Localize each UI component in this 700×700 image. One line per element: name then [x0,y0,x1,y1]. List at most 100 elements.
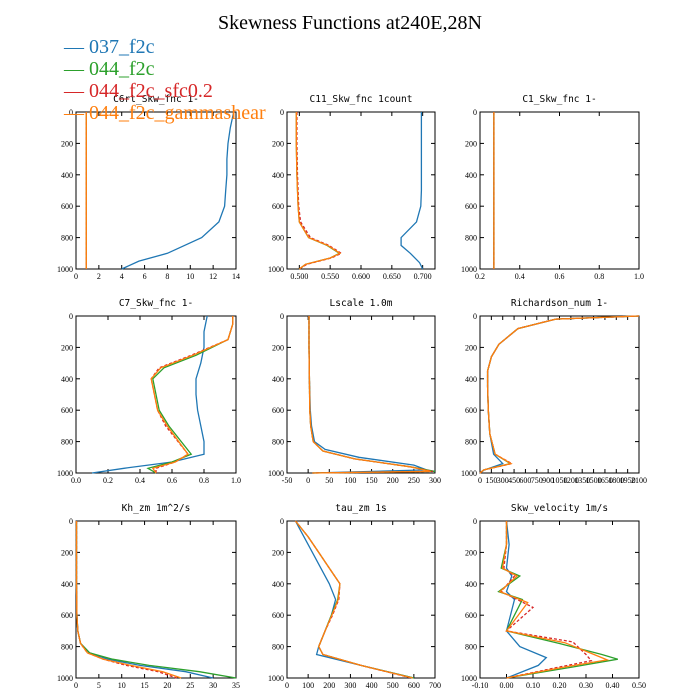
x-tick-label: 0.6 [555,272,565,281]
x-tick-label: 0.6 [167,476,177,485]
x-tick-label: 1.0 [634,272,644,281]
plot-frame [75,520,237,679]
x-tick-label: 0.650 [383,272,401,281]
x-tick-label: 1200 [563,476,579,485]
y-tick-label: 200 [272,548,284,557]
x-tick-label: 6 [143,272,147,281]
x-tick-label: 150 [366,476,378,485]
series-line-044_f2c_gammashear [308,316,431,474]
x-tick-label: 0.0 [71,476,81,485]
legend-item-1: — 037_f2c [64,36,266,58]
y-tick-label: 400 [61,580,73,589]
panel-2: C11_Skw_fnc 1count 0 200 400 600 800 1000 0.500… [268,94,436,281]
panel-title: Richardson_num 1- [511,298,608,309]
x-tick-label: 8 [165,272,169,281]
x-tick-label: 1650 [597,476,613,485]
y-tick-label: 0 [280,312,284,321]
x-tick-label: 250 [408,476,420,485]
panel-title: C6rt_Skw_fnc 1- [113,94,199,105]
y-tick-label: 600 [465,406,477,415]
y-tick-label: 600 [272,611,284,620]
x-tick-label: 25 [186,681,194,690]
y-tick-label: 800 [465,234,477,243]
x-tick-label: 1050 [552,476,568,485]
y-tick-label: 1000 [268,469,284,478]
panel-title: Skw_velocity 1m/s [511,503,608,514]
x-tick-label: 2 [97,272,101,281]
legend-swatch-2: — [64,58,89,80]
x-tick-label: 2100 [631,476,647,485]
y-tick-label: 0 [69,108,73,117]
series-line-037_f2c [400,112,424,270]
x-tick-label: 5 [97,681,101,690]
y-tick-label: 200 [272,139,284,148]
y-tick-label: 400 [61,375,73,384]
x-tick-label: 10 [186,272,194,281]
series-line-044_f2c_gammashear [294,520,413,679]
plot-frame [286,111,436,270]
y-tick-label: 200 [465,139,477,148]
series-line-044_f2c [75,521,237,679]
x-tick-label: 0.500 [290,272,308,281]
page-title: Skewness Functions at240E,28N [218,12,482,34]
x-tick-label: 4 [120,272,124,281]
y-tick-label: 0 [280,517,284,526]
series-line-037_f2c [308,316,427,474]
legend: — 037_f2c — 044_f2c — 044_f2c_sfc0.2 — 0… [64,36,266,124]
x-tick-label: 450 [508,476,520,485]
plot-frame [75,111,237,270]
x-tick-label: 150 [485,476,497,485]
x-tick-label: 0.10 [526,681,540,690]
y-tick-label: 1000 [268,265,284,274]
y-tick-label: 600 [465,202,477,211]
x-tick-label: 100 [344,476,356,485]
x-tick-label: 12 [209,272,217,281]
y-tick-label: 800 [61,643,73,652]
x-tick-label: 300 [497,476,509,485]
y-tick-label: 1000 [268,674,284,683]
x-tick-label: 50 [325,476,333,485]
x-tick-label: 0.40 [606,681,620,690]
series-line-037_f2c [121,111,235,270]
y-tick-label: 400 [465,171,477,180]
y-tick-label: 200 [465,343,477,352]
panel-title: C7_Skw_fnc 1- [119,298,193,309]
y-tick-label: 400 [272,375,284,384]
x-tick-label: 0.20 [553,681,567,690]
x-tick-label: 500 [387,681,399,690]
y-tick-label: 0 [69,312,73,321]
x-tick-label: 900 [542,476,554,485]
series-line-044_f2c [295,112,341,270]
series-line-044_f2c_sfc0.2 [150,316,234,473]
y-tick-label: 200 [272,343,284,352]
y-tick-label: 1000 [461,265,477,274]
x-tick-label: 1500 [586,476,602,485]
x-tick-label: 400 [366,681,378,690]
x-tick-label: 750 [531,476,543,485]
y-tick-label: 600 [61,406,73,415]
x-tick-label: 15 [141,681,149,690]
x-tick-label: 20 [163,681,171,690]
x-tick-label: 0.30 [579,681,593,690]
series-line-044_f2c_sfc0.2 [75,521,177,679]
x-tick-label: 300 [429,476,441,485]
x-tick-label: 14 [232,272,240,281]
y-tick-label: 600 [272,406,284,415]
plot-frame [479,111,640,270]
y-tick-label: 800 [465,643,477,652]
x-tick-label: 0.8 [594,272,604,281]
y-tick-label: 1000 [57,674,73,683]
legend-label-4: 044_f2c_gammashear [89,102,266,124]
y-tick-label: 1000 [57,469,73,478]
plot-frame [286,520,436,679]
y-tick-label: 400 [272,580,284,589]
y-tick-label: 1000 [461,674,477,683]
y-tick-label: 200 [61,139,73,148]
x-tick-label: 0.550 [321,272,339,281]
x-tick-label: -50 [282,476,293,485]
x-tick-label: 0.600 [352,272,370,281]
